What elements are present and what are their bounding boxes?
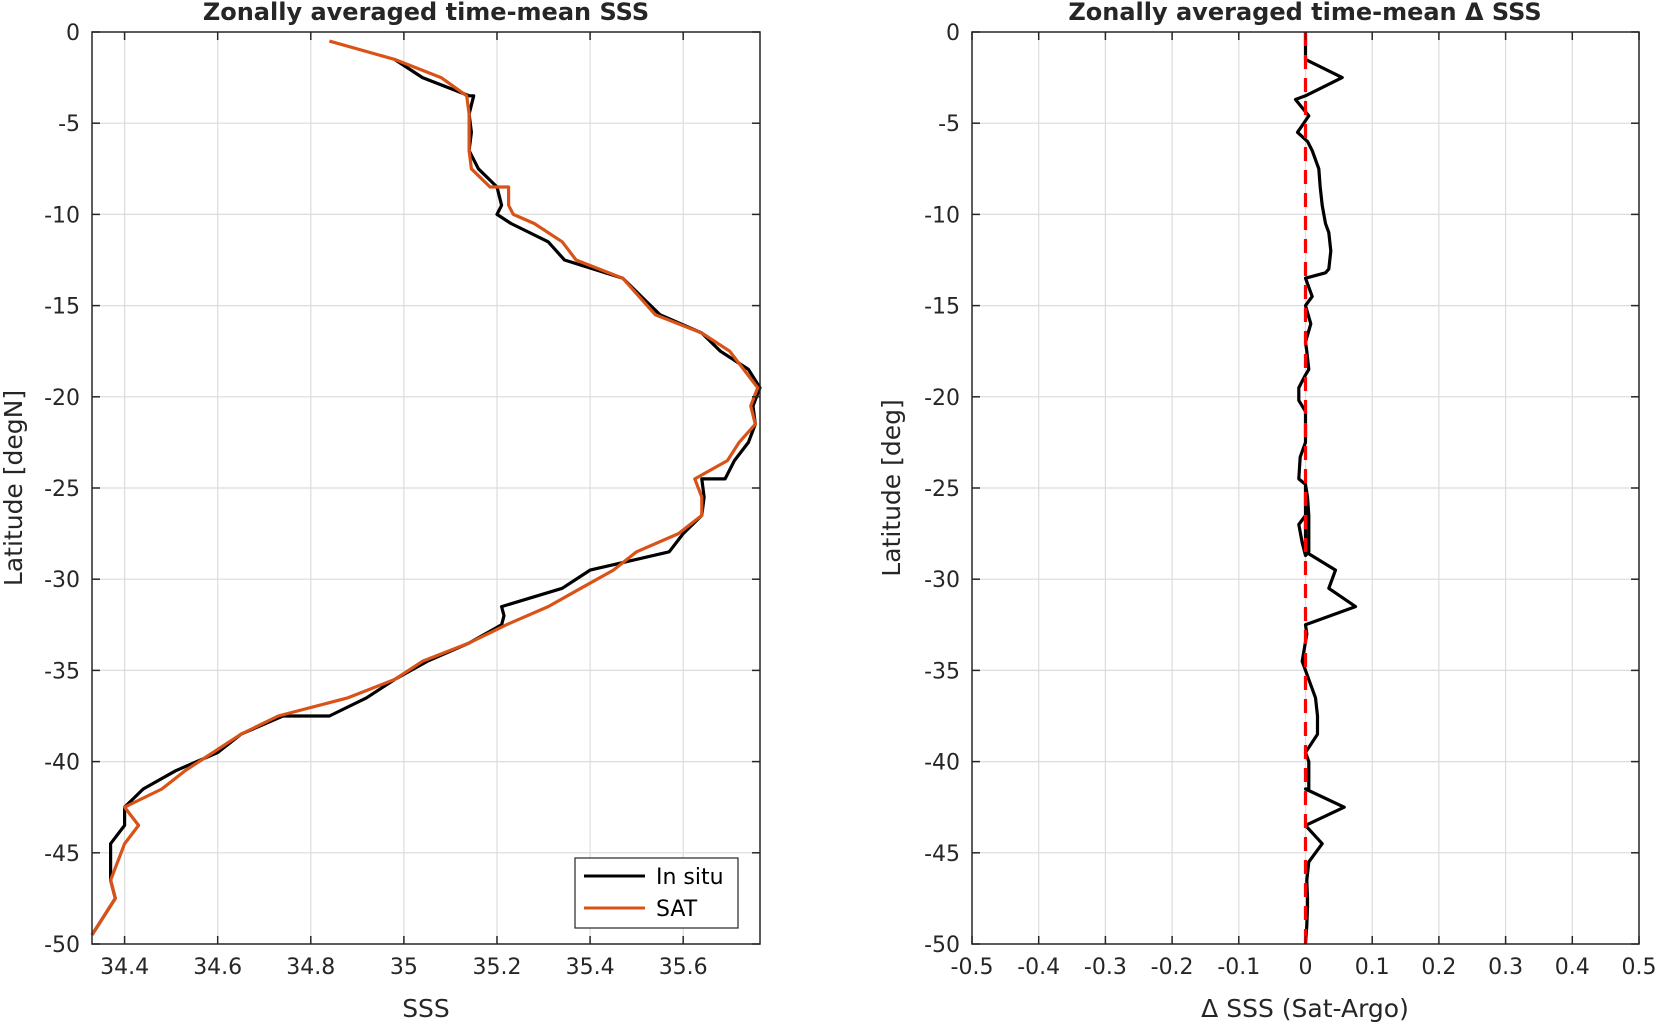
x-tick-label: -0.4	[1017, 955, 1060, 980]
x-tick-label: 35.2	[472, 955, 521, 980]
y-tick-label: -25	[44, 477, 80, 502]
y-tick-label: -10	[44, 203, 80, 228]
y-tick-label: -25	[924, 477, 960, 502]
y-tick-label: -10	[924, 203, 960, 228]
legend-label-in-situ: In situ	[656, 865, 724, 890]
x-tick-label: 34.4	[100, 955, 149, 980]
y-tick-label: -40	[44, 751, 80, 776]
y-tick-label: -5	[938, 112, 960, 137]
panel-sss: 34.4 34.6 34.8 35 35.2 35.4 35.6 0 -5 -10 -15 -20 -2…	[0, 0, 762, 1023]
x-tick-label: 0	[1299, 955, 1313, 980]
y-tick-label: 0	[946, 21, 960, 46]
y-tick-label: -45	[924, 842, 960, 867]
x-tick-label: -0.3	[1084, 955, 1127, 980]
x-tick-label: 35.4	[566, 955, 615, 980]
x-tick-label: -0.1	[1217, 955, 1260, 980]
x-tick-label: -0.2	[1151, 955, 1194, 980]
chart-title: Zonally averaged time-mean Δ SSS	[1068, 0, 1541, 26]
tick-group: 34.4 34.6 34.8 35 35.2 35.4 35.6 0 -5 -10 -15 -20 -2…	[44, 21, 760, 980]
y-tick-label: -15	[924, 295, 960, 320]
y-tick-label: -50	[924, 933, 960, 958]
y-tick-label: -20	[924, 386, 960, 411]
y-tick-label: -35	[924, 659, 960, 684]
y-tick-label: 0	[66, 21, 80, 46]
x-tick-label: 35.6	[659, 955, 708, 980]
x-tick-label: 0.5	[1622, 955, 1657, 980]
x-tick-label: 0.4	[1555, 955, 1590, 980]
y-tick-label: -30	[924, 568, 960, 593]
y-axis-label: Latitude [deg]	[877, 399, 906, 576]
y-tick-label: -40	[924, 751, 960, 776]
series-group	[90, 39, 762, 936]
legend-label-sat: SAT	[656, 897, 698, 922]
y-tick-label: -35	[44, 659, 80, 684]
x-tick-label: 35	[390, 955, 418, 980]
y-tick-label: -20	[44, 386, 80, 411]
y-tick-label: -15	[44, 295, 80, 320]
y-tick-label: -5	[58, 112, 80, 137]
y-axis-label: Latitude [degN]	[0, 390, 28, 586]
x-tick-label: 34.8	[286, 955, 335, 980]
tick-group: -0.5 -0.4 -0.3 -0.2 -0.1 0 0.1 0.2 0.3 0.4 0.5 0 -5 -…	[924, 21, 1656, 980]
x-axis-label: SSS	[402, 994, 450, 1023]
x-tick-label: 34.6	[193, 955, 242, 980]
y-tick-label: -45	[44, 842, 80, 867]
series-line-sat	[90, 39, 760, 936]
legend-box	[574, 857, 739, 929]
legend: In situ SAT	[574, 857, 739, 929]
chart-title: Zonally averaged time-mean SSS	[203, 0, 649, 26]
x-tick-label: 0.3	[1488, 955, 1523, 980]
x-tick-label: -0.5	[951, 955, 994, 980]
panel-delta-sss: -0.5 -0.4 -0.3 -0.2 -0.1 0 0.1 0.2 0.3 0.4 0.5 0 -5 -…	[877, 0, 1657, 1023]
series-group	[1293, 32, 1358, 945]
x-tick-label: 0.1	[1355, 955, 1390, 980]
y-tick-label: -30	[44, 568, 80, 593]
grid	[92, 32, 760, 944]
x-tick-label: 0.2	[1421, 955, 1456, 980]
x-axis-label: Δ SSS (Sat-Argo)	[1201, 994, 1409, 1023]
y-tick-label: -50	[44, 933, 80, 958]
